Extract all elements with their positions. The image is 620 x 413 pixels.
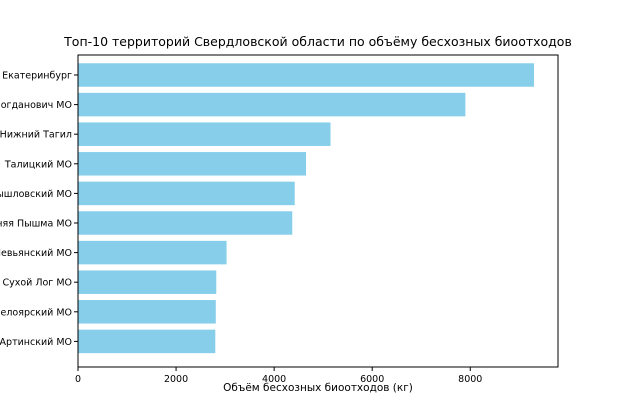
- x-tick-label: 8000: [458, 374, 482, 385]
- bar: [78, 122, 331, 146]
- y-tick-label: Верхняя Пышма МО: [0, 219, 72, 230]
- y-tick-label: Артинский МО: [0, 337, 72, 348]
- x-axis-label: Объём бесхозных биоотходов (кг): [223, 382, 413, 394]
- bar: [78, 181, 295, 206]
- y-tick-label: Богданович МО: [0, 100, 72, 111]
- plot-frame: [77, 54, 559, 368]
- y-axis-ticks: Екатеринбург Богданович МО Нижний Тагил Тал…: [0, 71, 78, 348]
- y-tick-label: Талицкий МО: [4, 159, 72, 170]
- bar: [78, 240, 227, 265]
- bar: [78, 329, 216, 354]
- chart-title: Топ-10 территорий Свердловской области п…: [63, 34, 572, 49]
- bar: [78, 211, 293, 235]
- bars-group: [78, 63, 534, 354]
- bar: [78, 92, 466, 117]
- x-tick-label: 2000: [164, 374, 188, 385]
- x-tick-label: 4000: [262, 374, 286, 385]
- bar: [78, 63, 534, 87]
- y-tick-label: Екатеринбург: [2, 71, 72, 82]
- bar: [78, 300, 216, 324]
- bar: [78, 270, 217, 294]
- y-tick-label: Невьянский МО: [0, 248, 72, 259]
- y-tick-label: Сухой Лог МО: [2, 278, 72, 289]
- y-tick-label: Камышловский МО: [0, 189, 72, 200]
- x-axis-ticks: 0 2000 4000 6000 8000: [75, 367, 482, 385]
- x-tick-label: 0: [75, 374, 81, 385]
- y-tick-label: Белоярский МО: [0, 307, 72, 318]
- y-tick-label: Нижний Тагил: [0, 130, 72, 141]
- bar: [78, 152, 306, 176]
- x-tick-label: 6000: [360, 374, 384, 385]
